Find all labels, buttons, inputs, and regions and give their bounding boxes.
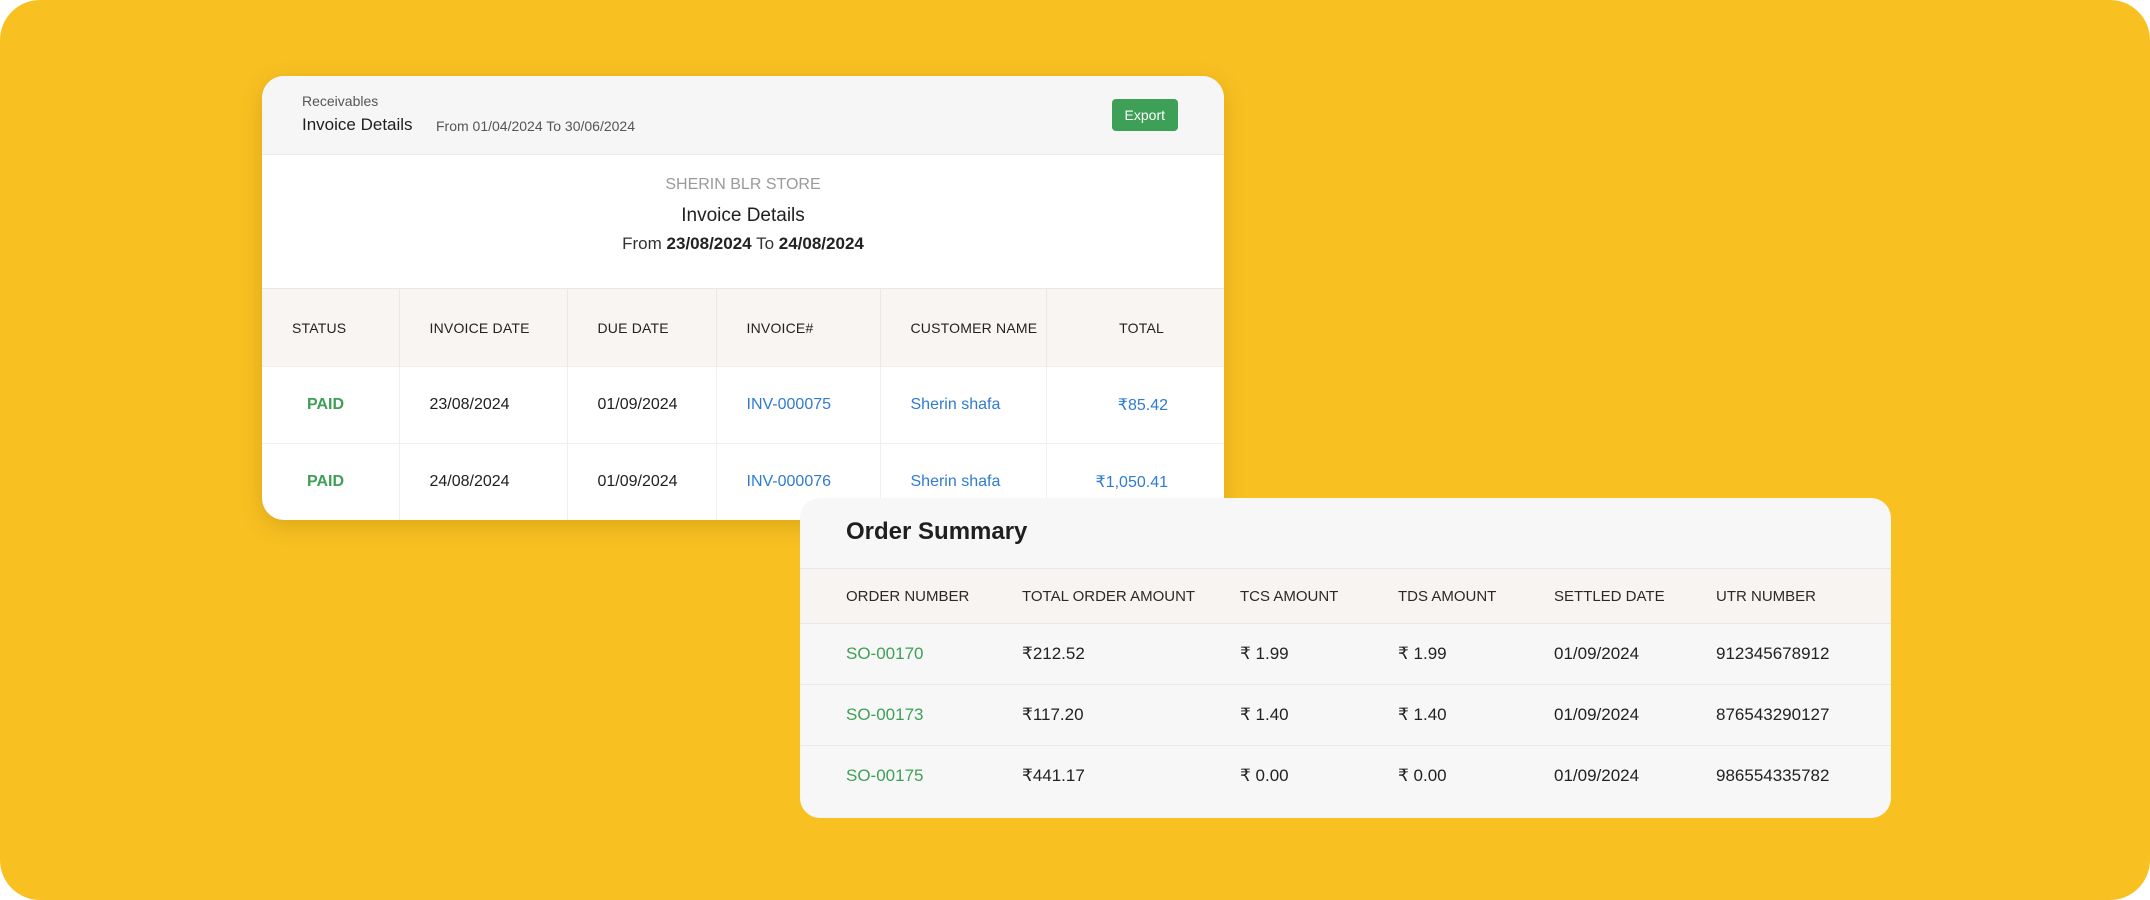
invoice-total-link[interactable]: ₹85.42 xyxy=(1046,366,1224,444)
tcs-amount: ₹ 0.00 xyxy=(1240,766,1289,785)
table-row[interactable]: SO-00170 ₹212.52 ₹ 1.99 ₹ 1.99 01/09/202… xyxy=(800,623,1891,685)
col-tcs-amount[interactable]: TCS AMOUNT xyxy=(1240,568,1398,624)
report-title: Invoice Details xyxy=(681,205,805,226)
invoice-table-header: STATUS INVOICE DATE DUE DATE INVOICE# CU… xyxy=(262,288,1224,367)
report-from-word: From xyxy=(622,234,662,253)
tcs-amount: ₹ 1.99 xyxy=(1240,623,1398,685)
report-to-date: 24/08/2024 xyxy=(778,234,864,253)
invoice-date: 23/08/2024 xyxy=(399,366,568,444)
total-order-amount: ₹441.17 xyxy=(1022,766,1085,785)
total-order-amount: ₹212.52 xyxy=(1022,623,1240,685)
report-to-word: To xyxy=(756,234,775,253)
invoice-header-bar: Receivables Invoice Details From 01/04/2… xyxy=(262,76,1224,155)
table-row[interactable]: SO-00175 ₹441.17 ₹ 0.00 ₹ 0.00 01/09/202… xyxy=(800,746,1891,807)
col-utr-number[interactable]: UTR NUMBER xyxy=(1716,568,1891,624)
order-summary-table: ORDER NUMBER TOTAL ORDER AMOUNT TCS AMOU… xyxy=(800,568,1891,806)
order-summary-title: Order Summary xyxy=(846,518,1028,545)
due-date: 01/09/2024 xyxy=(567,443,717,520)
panel-date-range: From 01/04/2024 To 30/06/2024 xyxy=(436,118,636,134)
col-customer-name[interactable]: CUSTOMER NAME xyxy=(880,288,1047,367)
utr-number: 876543290127 xyxy=(1716,684,1891,746)
col-status[interactable]: STATUS xyxy=(262,288,400,367)
tds-amount: ₹ 1.40 xyxy=(1398,684,1554,746)
col-invoice-number[interactable]: INVOICE# xyxy=(716,288,881,367)
settled-date: 01/09/2024 xyxy=(1554,623,1716,685)
utr-number: 912345678912 xyxy=(1716,623,1891,685)
order-table-header: ORDER NUMBER TOTAL ORDER AMOUNT TCS AMOU… xyxy=(800,568,1891,624)
settled-date: 01/09/2024 xyxy=(1554,684,1716,746)
order-number-link[interactable]: SO-00170 xyxy=(800,623,1022,685)
report-store-name: SHERIN BLR STORE xyxy=(665,176,821,193)
total-order-amount: ₹117.20 xyxy=(1022,684,1240,746)
col-order-number[interactable]: ORDER NUMBER xyxy=(800,568,1022,624)
order-number-link[interactable]: SO-00175 xyxy=(846,766,924,785)
tcs-amount: ₹ 1.40 xyxy=(1240,684,1398,746)
report-from-date: 23/08/2024 xyxy=(666,234,752,253)
col-total[interactable]: TOTAL xyxy=(1046,288,1224,367)
tds-amount: ₹ 1.99 xyxy=(1398,623,1554,685)
report-date-range: From 23/08/2024 To 24/08/2024 xyxy=(262,234,1224,254)
export-button[interactable]: Export xyxy=(1111,99,1178,131)
col-total-order-amount[interactable]: TOTAL ORDER AMOUNT xyxy=(1022,568,1240,624)
status-badge: PAID xyxy=(262,366,400,444)
col-due-date[interactable]: DUE DATE xyxy=(567,288,717,367)
section-label: Receivables xyxy=(302,93,379,109)
col-settled-date[interactable]: SETTLED DATE xyxy=(1554,568,1716,624)
invoice-date: 24/08/2024 xyxy=(399,443,568,520)
col-tds-amount[interactable]: TDS AMOUNT xyxy=(1398,568,1554,624)
invoice-number-link[interactable]: INV-000075 xyxy=(716,366,881,444)
customer-name-link[interactable]: Sherin shafa xyxy=(880,366,1047,444)
invoice-details-card: Receivables Invoice Details From 01/04/2… xyxy=(262,76,1224,520)
status-badge: PAID xyxy=(262,443,400,520)
tds-amount: ₹ 0.00 xyxy=(1398,766,1447,785)
table-row[interactable]: PAID 23/08/2024 01/09/2024 INV-000075 Sh… xyxy=(262,366,1224,444)
utr-number: 986554335782 xyxy=(1716,766,1830,785)
order-summary-card: Order Summary ORDER NUMBER TOTAL ORDER A… xyxy=(800,498,1891,818)
panel-title: Invoice Details xyxy=(302,115,413,134)
settled-date: 01/09/2024 xyxy=(1554,766,1640,785)
col-invoice-date[interactable]: INVOICE DATE xyxy=(399,288,568,367)
order-number-link[interactable]: SO-00173 xyxy=(800,684,1022,746)
table-row[interactable]: SO-00173 ₹117.20 ₹ 1.40 ₹ 1.40 01/09/202… xyxy=(800,684,1891,746)
due-date: 01/09/2024 xyxy=(567,366,717,444)
invoice-table: STATUS INVOICE DATE DUE DATE INVOICE# CU… xyxy=(262,288,1224,520)
